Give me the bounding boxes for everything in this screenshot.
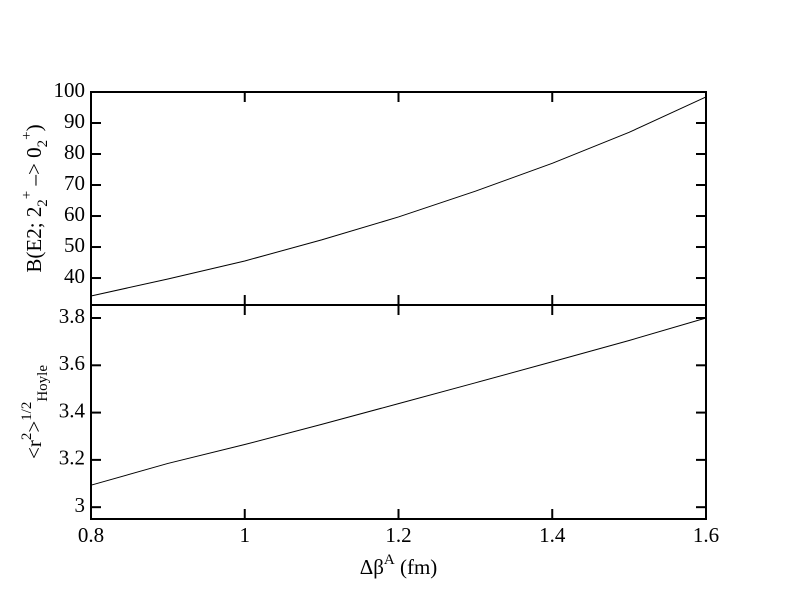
label-part: –> 0: [22, 147, 46, 190]
axis-label: B(E2; 22+ –> 02+): [19, 124, 51, 272]
x-tick-label: 1.4: [539, 523, 566, 547]
label-part: <r: [22, 440, 46, 459]
y-tick-label: 100: [54, 78, 86, 102]
y-tick-label: 70: [64, 171, 85, 195]
y-tick-label: 60: [64, 202, 85, 226]
data-line: [90, 317, 707, 486]
label-part: +: [19, 131, 35, 139]
label-part: 2: [35, 199, 51, 207]
label-part: 1/2: [19, 402, 35, 421]
x-tick-label: 1.2: [385, 523, 411, 547]
y-tick-label: 40: [64, 264, 85, 288]
plot-frame: [90, 304, 707, 520]
plot-frame: [90, 91, 707, 306]
label-part: ): [22, 124, 46, 131]
y-tick-label: 50: [64, 233, 85, 257]
label-part: Hoyle: [35, 365, 51, 402]
label-part: Δβ: [360, 555, 384, 579]
axis-label: ΔβA (fm): [360, 552, 438, 578]
y-tick-label: 3.8: [59, 304, 85, 328]
x-tick-label: 1.6: [693, 523, 719, 547]
label-part: +: [19, 191, 35, 199]
label-part: A: [384, 552, 395, 568]
y-tick-label: 3.6: [59, 351, 85, 375]
label-part: (fm): [395, 555, 438, 579]
y-tick-label: 80: [64, 140, 85, 164]
x-tick-label: 1: [240, 523, 251, 547]
label-part: 2: [19, 433, 35, 441]
data-line: [90, 96, 707, 297]
axis-label: <r2>1/2Hoyle: [19, 365, 51, 459]
y-tick-label: 3: [75, 493, 86, 517]
y-tick-label: 3.2: [59, 446, 85, 470]
label-part: >: [22, 421, 46, 433]
y-tick-label: 3.4: [59, 398, 86, 422]
label-part: B(E2; 2: [22, 207, 46, 273]
x-tick-label: 0.8: [78, 523, 104, 547]
y-tick-label: 90: [64, 109, 85, 133]
label-part: 2: [35, 140, 51, 148]
